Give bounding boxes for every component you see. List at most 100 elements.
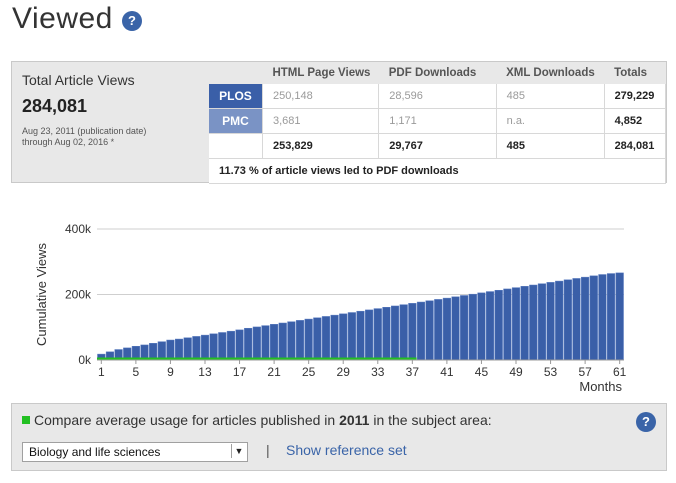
bar bbox=[511, 287, 521, 361]
bar bbox=[244, 327, 253, 361]
separator: | bbox=[266, 442, 270, 458]
x-tick-label: 49 bbox=[509, 365, 523, 379]
bar bbox=[606, 273, 616, 361]
bar bbox=[555, 280, 564, 361]
cell-html: 250,148 bbox=[262, 84, 380, 109]
chevron-down-icon[interactable]: ▼ bbox=[231, 444, 246, 458]
bar bbox=[295, 320, 305, 361]
compare-panel: Compare average usage for articles publi… bbox=[11, 403, 667, 471]
cell-pdf: 28,596 bbox=[378, 84, 497, 109]
article-views-summary: Total Article Views 284,081 Aug 23, 2011… bbox=[11, 61, 667, 184]
bar bbox=[598, 274, 607, 361]
x-tick-label: 5 bbox=[133, 365, 140, 379]
x-tick-label: 33 bbox=[371, 365, 385, 379]
x-axis-label: Months bbox=[579, 379, 622, 394]
table-header-row: HTML Page Views PDF Downloads XML Downlo… bbox=[209, 62, 666, 84]
bar bbox=[468, 293, 477, 361]
cell-total: 4,852 bbox=[604, 108, 667, 134]
x-tick-label: 45 bbox=[475, 365, 489, 379]
table-header-blank bbox=[209, 62, 263, 84]
bar bbox=[520, 286, 529, 361]
cell-xml: 485 bbox=[496, 133, 605, 159]
x-tick-label: 61 bbox=[613, 365, 627, 379]
bar bbox=[477, 292, 486, 361]
bar bbox=[252, 326, 261, 361]
bar bbox=[546, 282, 555, 361]
bar bbox=[572, 278, 581, 361]
bar bbox=[321, 316, 331, 361]
total-views-label: Total Article Views bbox=[22, 72, 135, 88]
show-reference-set-link[interactable]: Show reference set bbox=[286, 442, 407, 458]
bar bbox=[537, 283, 546, 361]
compare-help-icon[interactable]: ? bbox=[636, 412, 656, 432]
date-range: Aug 23, 2011 (publication date) through … bbox=[22, 126, 146, 148]
page-title: Viewed bbox=[12, 2, 113, 35]
row-source-totals: Totals bbox=[209, 133, 263, 159]
subject-area-value: Biology and life sciences bbox=[29, 445, 161, 459]
bar bbox=[347, 312, 356, 361]
bar bbox=[339, 313, 348, 361]
bar bbox=[589, 275, 598, 361]
bar bbox=[226, 330, 235, 361]
bar bbox=[287, 321, 296, 361]
bar bbox=[434, 299, 443, 361]
x-tick-label: 1 bbox=[98, 365, 105, 379]
bar bbox=[235, 329, 244, 361]
bar bbox=[460, 295, 469, 361]
subject-area-select[interactable]: Biology and life sciences ▼ bbox=[22, 442, 248, 462]
x-tick-label: 37 bbox=[406, 365, 420, 379]
bar bbox=[313, 317, 322, 361]
bar bbox=[149, 343, 158, 361]
table-row: PMC 3,681 1,171 n.a. 4,852 bbox=[209, 108, 667, 134]
compare-text: Compare average usage for articles publi… bbox=[22, 412, 492, 428]
bar bbox=[615, 272, 624, 361]
bar bbox=[175, 338, 184, 361]
x-tick-label: 57 bbox=[578, 365, 592, 379]
bar bbox=[581, 276, 590, 361]
bar bbox=[399, 304, 408, 361]
views-table: HTML Page Views PDF Downloads XML Downlo… bbox=[209, 62, 667, 184]
x-tick-label: 53 bbox=[544, 365, 558, 379]
bar bbox=[494, 289, 503, 361]
bar bbox=[416, 301, 426, 361]
bar bbox=[529, 284, 538, 361]
cell-html: 3,681 bbox=[262, 108, 380, 134]
bar bbox=[563, 279, 572, 361]
x-tick-label: 9 bbox=[167, 365, 174, 379]
cell-total: 284,081 bbox=[604, 133, 667, 159]
bar bbox=[425, 300, 434, 361]
bar bbox=[408, 303, 417, 361]
pdf-note-row: 11.73 % of article views led to PDF down… bbox=[209, 158, 666, 184]
row-source-plos: PLOS bbox=[209, 84, 263, 109]
bar bbox=[442, 297, 451, 361]
table-row: PLOS 250,148 28,596 485 279,229 bbox=[209, 84, 667, 109]
x-tick-label: 21 bbox=[267, 365, 281, 379]
bar bbox=[365, 309, 374, 361]
bar bbox=[382, 307, 391, 361]
cell-pdf: 29,767 bbox=[378, 133, 497, 159]
col-pdf: PDF Downloads bbox=[378, 62, 497, 84]
bar bbox=[209, 333, 218, 361]
col-totals: Totals bbox=[604, 62, 666, 84]
compare-prefix: Compare average usage for articles publi… bbox=[34, 412, 340, 428]
x-tick-label: 13 bbox=[198, 365, 212, 379]
total-views-value: 284,081 bbox=[22, 96, 88, 116]
bar bbox=[451, 296, 460, 361]
bar bbox=[278, 322, 287, 361]
bar bbox=[192, 336, 201, 361]
x-tick-label: 41 bbox=[440, 365, 454, 379]
y-tick-label: 200k bbox=[65, 288, 92, 302]
y-tick-label: 0k bbox=[78, 353, 92, 367]
cell-xml: n.a. bbox=[496, 108, 605, 134]
col-html: HTML Page Views bbox=[262, 62, 379, 84]
bar bbox=[390, 305, 400, 361]
bar bbox=[330, 314, 339, 361]
help-icon[interactable]: ? bbox=[122, 11, 142, 31]
bar bbox=[200, 334, 210, 361]
through-date: through Aug 02, 2016 * bbox=[22, 137, 115, 147]
x-tick-label: 29 bbox=[337, 365, 351, 379]
y-tick-label: 400k bbox=[65, 222, 92, 236]
x-tick-label: 17 bbox=[233, 365, 247, 379]
bar bbox=[261, 325, 270, 361]
cell-xml: 485 bbox=[496, 84, 605, 109]
